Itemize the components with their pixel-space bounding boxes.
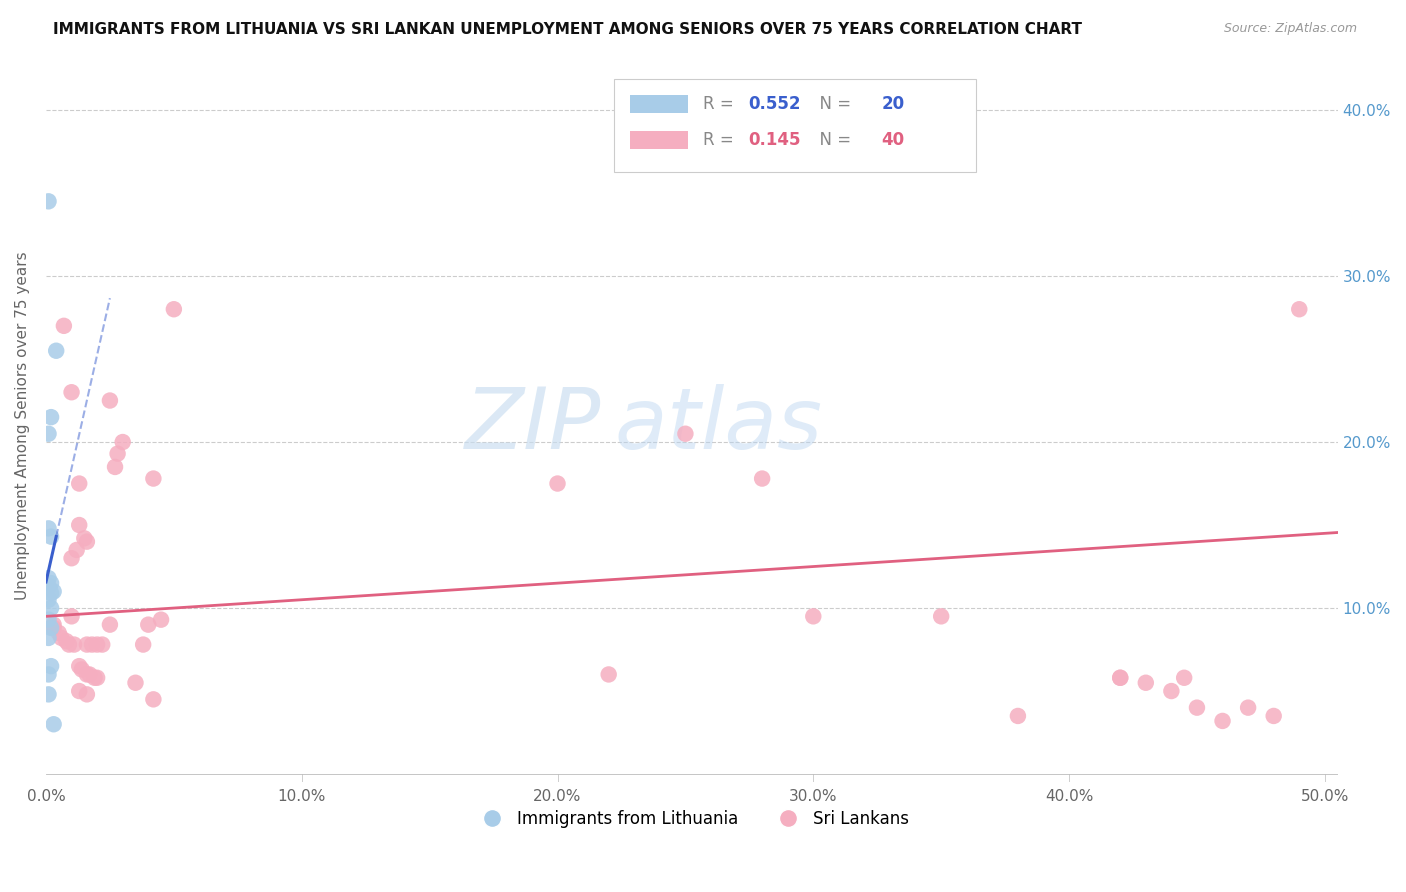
Point	[751, 472, 773, 486]
Point	[38, 571, 60, 585]
Point	[63, 638, 86, 652]
Point	[39, 410, 62, 425]
Point	[83, 671, 105, 685]
Text: 0.552: 0.552	[748, 95, 801, 113]
Point	[38, 687, 60, 701]
Point	[136, 617, 159, 632]
Point	[38, 592, 60, 607]
Point	[107, 447, 129, 461]
Point	[38, 631, 60, 645]
Text: N =: N =	[810, 131, 856, 149]
Point	[1237, 700, 1260, 714]
Point	[67, 659, 90, 673]
Point	[111, 435, 134, 450]
Point	[55, 634, 77, 648]
Point	[67, 518, 90, 533]
Point	[73, 531, 96, 545]
Point	[1288, 302, 1310, 317]
Point	[42, 717, 65, 731]
Point	[76, 687, 98, 701]
Point	[76, 667, 98, 681]
Point	[45, 343, 67, 358]
Point	[98, 393, 121, 408]
Point	[98, 617, 121, 632]
Text: N =: N =	[810, 95, 856, 113]
Point	[801, 609, 824, 624]
Text: R =: R =	[703, 95, 740, 113]
Point	[1185, 700, 1208, 714]
Y-axis label: Unemployment Among Seniors over 75 years: Unemployment Among Seniors over 75 years	[15, 252, 30, 599]
Point	[598, 667, 620, 681]
Point	[67, 684, 90, 698]
Point	[1007, 709, 1029, 723]
Point	[1109, 671, 1132, 685]
Text: 0.145: 0.145	[748, 131, 801, 149]
Point	[38, 426, 60, 441]
Point	[86, 638, 108, 652]
FancyBboxPatch shape	[630, 95, 688, 113]
Legend: Immigrants from Lithuania, Sri Lankans: Immigrants from Lithuania, Sri Lankans	[468, 804, 915, 835]
Point	[79, 667, 101, 681]
Point	[1173, 671, 1195, 685]
Point	[52, 318, 75, 333]
Point	[547, 476, 569, 491]
Point	[38, 579, 60, 593]
Point	[1160, 684, 1182, 698]
Point	[48, 626, 70, 640]
FancyBboxPatch shape	[630, 131, 688, 149]
Point	[163, 302, 186, 317]
Text: atlas: atlas	[614, 384, 823, 467]
Point	[1263, 709, 1285, 723]
Point	[673, 426, 696, 441]
Point	[39, 530, 62, 544]
Point	[142, 692, 165, 706]
Point	[1135, 675, 1157, 690]
Point	[80, 638, 103, 652]
Text: IMMIGRANTS FROM LITHUANIA VS SRI LANKAN UNEMPLOYMENT AMONG SENIORS OVER 75 YEARS: IMMIGRANTS FROM LITHUANIA VS SRI LANKAN …	[53, 22, 1083, 37]
Text: 20: 20	[882, 95, 905, 113]
Point	[70, 663, 93, 677]
Point	[86, 671, 108, 685]
Point	[38, 667, 60, 681]
Point	[42, 621, 65, 635]
Point	[104, 459, 127, 474]
Point	[1212, 714, 1234, 728]
Point	[91, 638, 114, 652]
Point	[76, 534, 98, 549]
Point	[39, 659, 62, 673]
Point	[38, 194, 60, 209]
Point	[58, 638, 80, 652]
Point	[132, 638, 155, 652]
Text: R =: R =	[703, 131, 740, 149]
Point	[60, 609, 83, 624]
Point	[929, 609, 952, 624]
Point	[76, 638, 98, 652]
Text: 40: 40	[882, 131, 905, 149]
Point	[39, 601, 62, 615]
Point	[60, 385, 83, 400]
Point	[67, 476, 90, 491]
Text: ZIP: ZIP	[465, 384, 602, 467]
Point	[66, 543, 89, 558]
FancyBboxPatch shape	[614, 79, 976, 172]
Point	[51, 631, 73, 645]
Point	[60, 551, 83, 566]
Point	[39, 576, 62, 591]
Point	[42, 617, 65, 632]
Point	[38, 521, 60, 535]
Point	[42, 584, 65, 599]
Text: Source: ZipAtlas.com: Source: ZipAtlas.com	[1223, 22, 1357, 36]
Point	[1109, 671, 1132, 685]
Point	[39, 586, 62, 600]
Point	[39, 621, 62, 635]
Point	[150, 613, 173, 627]
Point	[124, 675, 146, 690]
Point	[142, 472, 165, 486]
Point	[38, 613, 60, 627]
